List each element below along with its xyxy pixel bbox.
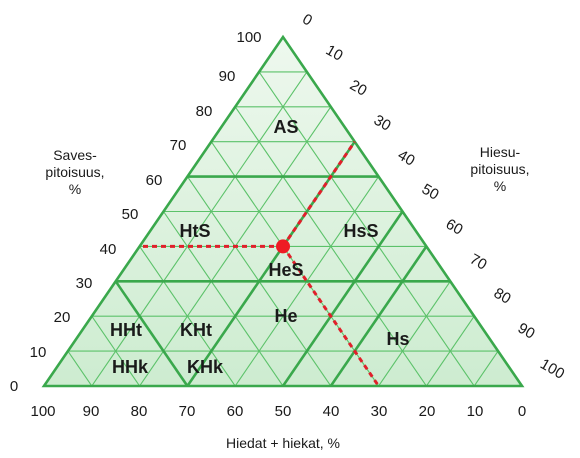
right-tick-0: 0 (299, 11, 315, 30)
grid-line-silt-90 (473, 350, 499, 387)
right-axis-title: Hiesu- pitoisuus, % (470, 144, 529, 194)
region-labels: AS HtS HsS HeS He Hs HHt KHt HHk KHk (110, 117, 410, 377)
right-tick-80: 80 (491, 285, 514, 308)
bottom-axis-title: Hiedat + hiekat, % (226, 435, 340, 451)
bottom-tick-60: 60 (227, 403, 244, 420)
left-tick-80: 80 (196, 103, 213, 120)
bottom-axis-ticks: 100 90 80 70 60 50 40 30 20 10 0 (30, 403, 526, 420)
left-axis-title: Saves- pitoisuus, % (45, 147, 104, 197)
region-AS: AS (273, 117, 298, 137)
left-tick-40: 40 (100, 241, 117, 258)
bottom-tick-90: 90 (83, 403, 100, 420)
boundary-sand-70 (114, 280, 189, 387)
left-axis-title-line-1: Saves- (53, 147, 97, 163)
boundary-silt-30 (186, 140, 356, 387)
right-tick-60: 60 (443, 216, 466, 239)
bottom-tick-80: 80 (131, 403, 148, 420)
boundary-silt-60 (329, 245, 428, 387)
left-tick-10: 10 (30, 344, 47, 361)
grid-line-sand-90 (67, 350, 93, 387)
bottom-tick-10: 10 (467, 403, 484, 420)
region-Hs: Hs (386, 329, 409, 349)
dashed-line-sand (281, 245, 380, 387)
dashed-line-silt (281, 140, 356, 248)
region-HsS: HsS (343, 221, 378, 241)
region-KHk: KHk (187, 357, 224, 377)
grid-line-sand-50 (163, 211, 284, 387)
bottom-tick-30: 30 (371, 403, 388, 420)
region-HHt: HHt (110, 320, 142, 340)
grid-line-silt-70 (378, 280, 451, 387)
region-HHk: HHk (112, 357, 149, 377)
left-tick-70: 70 (170, 137, 187, 154)
right-tick-10: 10 (323, 42, 346, 65)
grid-line-silt-10 (91, 71, 308, 387)
grid-line-sand-10 (258, 71, 475, 387)
bottom-tick-40: 40 (323, 403, 340, 420)
right-axis-title-line-2: pitoisuus, (470, 161, 529, 177)
region-HeS: HeS (268, 260, 303, 280)
region-KHt: KHt (180, 320, 212, 340)
right-tick-50: 50 (419, 181, 442, 204)
triangle-outline (41, 34, 525, 388)
left-tick-60: 60 (146, 172, 163, 189)
right-axis-title-line-1: Hiesu- (480, 144, 521, 160)
right-tick-30: 30 (371, 112, 394, 135)
right-tick-40: 40 (395, 147, 418, 170)
grid-line-sand-60 (139, 246, 236, 387)
left-tick-100: 100 (236, 29, 261, 46)
left-axis-ticks: 0 10 20 30 40 50 60 70 80 90 100 (10, 29, 262, 395)
sample-point-marker (276, 239, 290, 254)
right-tick-20: 20 (347, 77, 370, 100)
left-tick-30: 30 (76, 275, 93, 292)
grid-line-silt-80 (425, 315, 475, 387)
class-boundaries (114, 140, 451, 387)
left-axis-title-line-3: % (69, 181, 81, 197)
bottom-tick-70: 70 (179, 403, 196, 420)
left-axis-title-line-2: pitoisuus, (45, 164, 104, 180)
left-tick-50: 50 (122, 206, 139, 223)
right-tick-70: 70 (467, 251, 490, 274)
bottom-tick-0: 0 (518, 403, 526, 420)
bottom-tick-50: 50 (275, 403, 292, 420)
sample-dashed-lines (139, 140, 380, 387)
boundary-sand-50 (281, 210, 404, 387)
left-tick-0: 0 (10, 378, 18, 395)
left-tick-90: 90 (219, 68, 236, 85)
region-HtS: HtS (180, 221, 211, 241)
right-tick-90: 90 (515, 320, 538, 343)
grid-line-sand-80 (91, 315, 141, 387)
right-axis-title-line-3: % (494, 178, 506, 194)
region-He: He (274, 306, 297, 326)
bottom-tick-100: 100 (30, 403, 55, 420)
left-tick-20: 20 (54, 309, 71, 326)
bottom-tick-20: 20 (419, 403, 436, 420)
right-tick-100: 100 (537, 355, 567, 382)
